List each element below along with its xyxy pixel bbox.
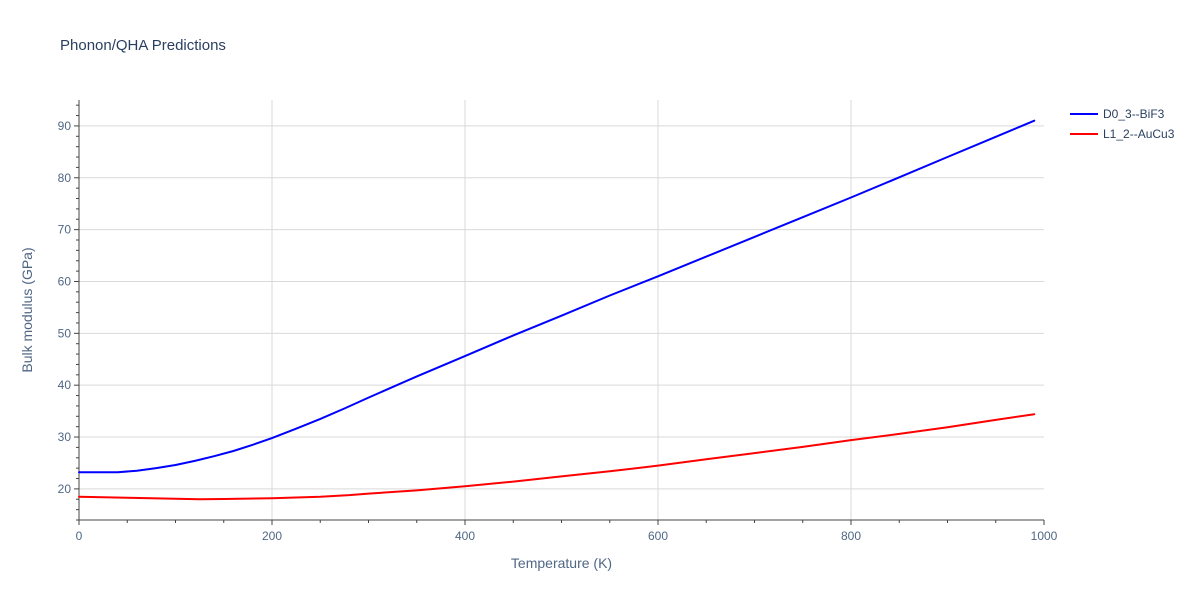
y-tick-label: 70 [58, 223, 72, 237]
axes: 0 200 400 600 800 1000 20 30 40 50 60 70 80 90 [58, 100, 1058, 543]
y-tick-label: 30 [58, 430, 72, 444]
series-line-2 [78, 413, 1036, 501]
legend-label: L1_2--AuCu3 [1103, 127, 1175, 141]
x-tick-label: 800 [841, 529, 861, 543]
legend: D0_3--BiF3 L1_2--AuCu3 [1070, 107, 1175, 141]
x-tick-label: 600 [648, 529, 668, 543]
y-axis-title: Bulk modulus (GPa) [19, 247, 35, 372]
y-tick-label: 80 [58, 171, 72, 185]
x-axis-title: Temperature (K) [511, 555, 612, 571]
series-layer [78, 119, 1036, 501]
y-tick-label: 40 [58, 378, 72, 392]
x-tick-label: 400 [455, 529, 475, 543]
y-tick-label: 20 [58, 482, 72, 496]
series-line-1 [78, 119, 1036, 474]
grid [79, 100, 1044, 520]
chart-title: Phonon/QHA Predictions [60, 37, 226, 54]
x-tick-label: 200 [262, 529, 282, 543]
x-tick-label: 1000 [1031, 529, 1058, 543]
y-tick-label: 50 [58, 326, 72, 340]
x-tick-label: 0 [76, 529, 83, 543]
legend-label: D0_3--BiF3 [1103, 107, 1165, 121]
y-tick-label: 90 [58, 119, 72, 133]
y-tick-label: 60 [58, 274, 72, 288]
